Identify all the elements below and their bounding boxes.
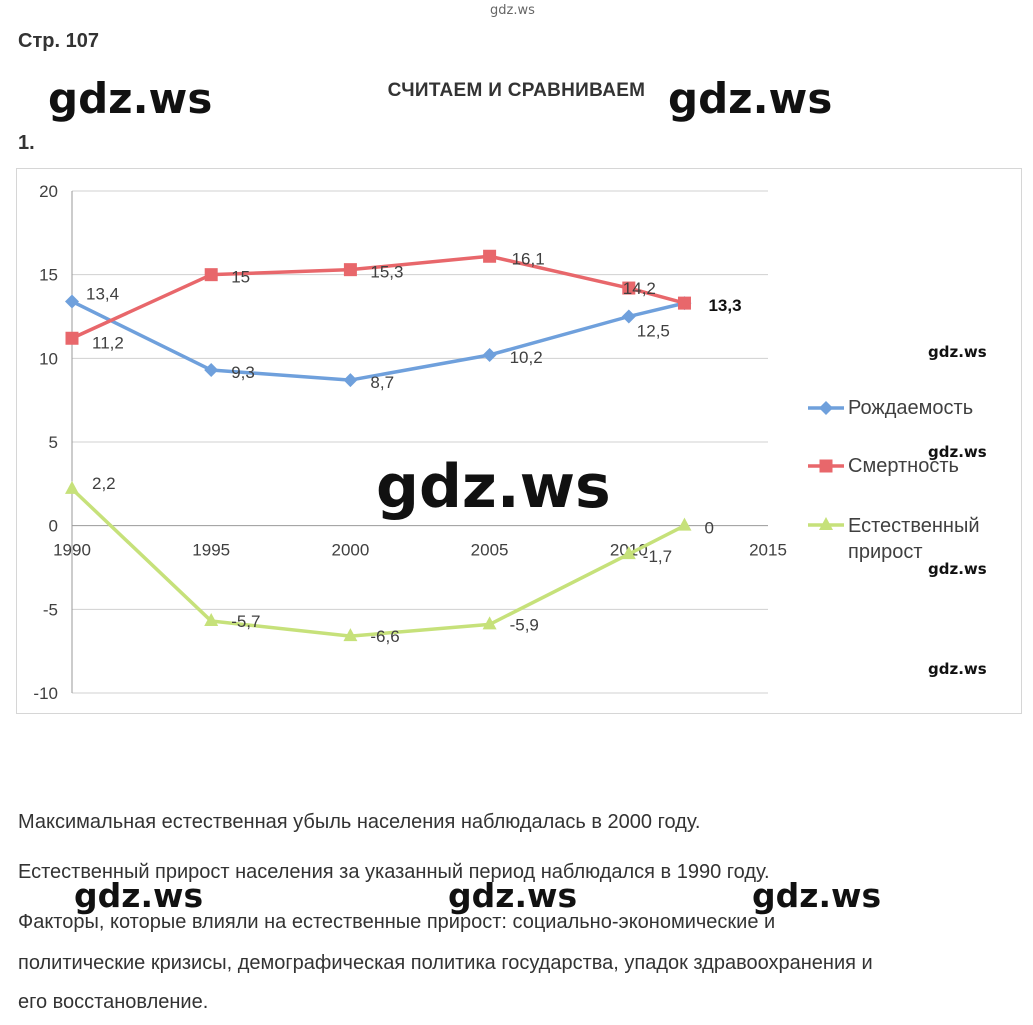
- x-tick-label: 2000: [331, 541, 369, 560]
- data-point-square: [483, 249, 497, 263]
- y-tick-label: 0: [49, 517, 58, 536]
- answer-paragraph-3-line-2: политические кризисы, демографическая по…: [18, 952, 873, 974]
- y-tick-label: 20: [39, 182, 58, 201]
- data-label: 11,2: [92, 333, 124, 352]
- data-label: 2,2: [92, 474, 116, 493]
- data-label: -5,7: [231, 612, 260, 631]
- watermark: gdz.ws: [376, 452, 611, 522]
- data-label: 10,2: [510, 348, 543, 367]
- watermark: gdz.ws: [928, 560, 987, 578]
- data-label: 12,5: [637, 322, 670, 341]
- legend-label: Смертность: [848, 455, 959, 477]
- data-point-diamond: [65, 294, 79, 309]
- data-point-triangle: [65, 480, 79, 494]
- series-line: [70, 487, 686, 638]
- answer-paragraph-3-line-1: Факторы, которые влияли на естественные …: [18, 911, 776, 933]
- data-label: 13,3: [708, 296, 741, 315]
- data-label: 15,3: [370, 263, 403, 282]
- watermark: gdz.ws: [448, 876, 578, 915]
- data-point-diamond: [482, 347, 497, 362]
- answer-paragraph-2: Естественный прирост населения за указан…: [18, 861, 770, 883]
- data-point-triangle: [343, 628, 358, 642]
- x-tick-label: 2005: [471, 541, 509, 560]
- watermark: gdz.ws: [928, 343, 987, 361]
- data-label: 16,1: [512, 249, 545, 268]
- x-tick-label: 2015: [749, 541, 787, 560]
- data-point-square: [622, 281, 636, 295]
- data-label: 9,3: [231, 363, 255, 382]
- watermark: gdz.ws: [928, 660, 987, 678]
- legend-label: Рождаемость: [848, 397, 973, 419]
- data-point-triangle: [677, 517, 692, 531]
- legend-label: Естественный: [848, 515, 980, 537]
- data-label: 0: [704, 519, 713, 538]
- data-label: -6,6: [370, 627, 399, 646]
- legend-marker: [819, 459, 833, 473]
- y-tick-label: -10: [33, 684, 58, 703]
- line-chart: 20151050-5-1019901995200020052010201513,…: [33, 182, 980, 703]
- watermark: gdz.ws: [928, 443, 987, 461]
- data-point-square: [65, 331, 79, 345]
- data-label: -1,7: [643, 547, 672, 566]
- data-label: 8,7: [370, 373, 394, 392]
- watermark: gdz.ws: [490, 3, 535, 18]
- data-label: 14,2: [623, 279, 656, 298]
- data-label: -5,9: [510, 615, 539, 634]
- section-heading: СЧИТАЕМ И СРАВНИВАЕМ: [387, 80, 646, 101]
- answer-paragraph-1: Максимальная естественная убыль населени…: [18, 811, 701, 833]
- y-tick-label: 5: [49, 433, 58, 452]
- legend-marker: [819, 517, 833, 530]
- watermark: gdz.ws: [74, 876, 204, 915]
- chart-frame: [16, 168, 1022, 714]
- legend-marker: [819, 401, 833, 415]
- legend-label: прирост: [848, 541, 923, 563]
- data-label: 13,4: [86, 284, 119, 303]
- x-tick-label: 1995: [192, 541, 230, 560]
- data-point-triangle: [482, 616, 497, 630]
- y-tick-label: -5: [43, 600, 58, 619]
- task-number: 1.: [18, 132, 35, 154]
- data-point-diamond: [204, 363, 219, 378]
- series-line: [71, 299, 685, 382]
- watermark: gdz.ws: [668, 74, 833, 123]
- data-point-triangle: [204, 613, 219, 627]
- watermark: gdz.ws: [752, 876, 882, 915]
- data-label: 15: [231, 268, 250, 287]
- y-tick-label: 10: [39, 349, 58, 368]
- data-point-square: [677, 296, 691, 310]
- data-point-diamond: [621, 309, 636, 324]
- data-point-triangle: [621, 546, 636, 560]
- y-tick-label: 15: [39, 266, 58, 285]
- watermark: gdz.ws: [48, 74, 213, 123]
- page-number: Стр. 107: [18, 30, 99, 52]
- data-point-square: [204, 268, 218, 282]
- series-line: [71, 254, 685, 340]
- data-point-square: [343, 263, 357, 277]
- data-point-diamond: [343, 373, 358, 388]
- answer-paragraph-3-line-3: его восстановление.: [18, 991, 209, 1013]
- x-tick-label: 1990: [53, 541, 91, 560]
